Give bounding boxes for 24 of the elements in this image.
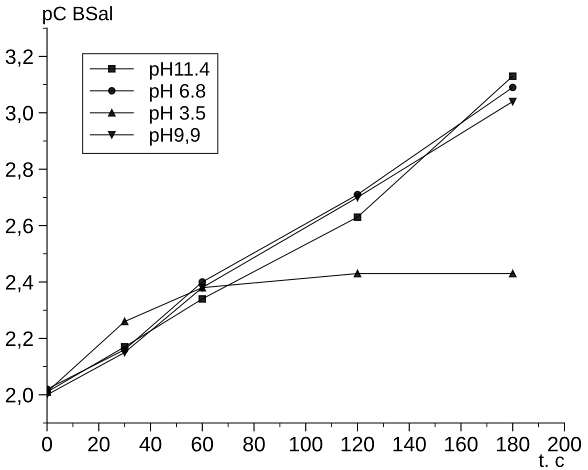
x-tick-label: 160 [445, 436, 478, 452]
legend-label: pH 6.8 [150, 84, 206, 102]
y-tick-label: 2,6 [6, 218, 33, 236]
x-tick-label: 40 [139, 436, 162, 452]
x-tick-label: 100 [290, 436, 322, 452]
legend-label: pH11.4 [150, 62, 210, 80]
y-tick-label: 3,2 [6, 49, 33, 67]
x-tick-label: 20 [88, 436, 110, 452]
y-axis-title: pC BSal [43, 6, 112, 24]
y-tick-label: 2,4 [6, 275, 34, 292]
x-tick-label: 120 [342, 436, 374, 452]
y-tick-label: 2,8 [6, 162, 33, 180]
y-tick-label: 3,0 [6, 106, 34, 124]
legend-label: pH 3.5 [150, 106, 206, 124]
x-tick-label: 140 [393, 436, 426, 452]
legend-label: pH9,9 [150, 128, 200, 146]
y-tick-label: 2,0 [6, 388, 34, 406]
x-tick-label: 80 [243, 436, 265, 452]
y-tick-label: 2,2 [6, 331, 33, 349]
x-tick-label: 180 [496, 436, 530, 452]
x-axis-title: t. c [538, 454, 564, 468]
x-tick-label: 60 [192, 436, 214, 452]
x-tick-label: 200 [548, 436, 582, 452]
x-tick-label: 0 [42, 436, 52, 452]
